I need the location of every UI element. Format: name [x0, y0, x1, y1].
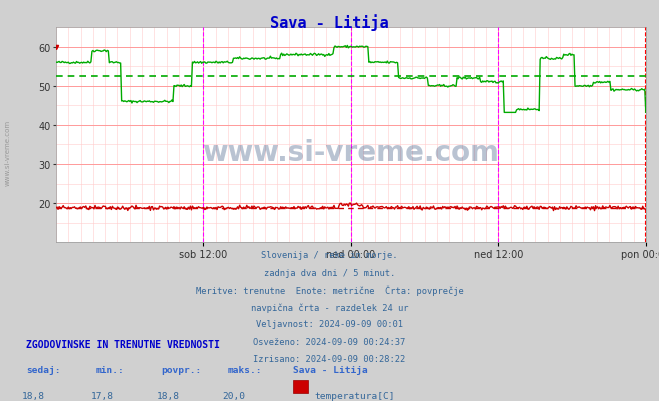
Text: Slovenija / reke in morje.: Slovenija / reke in morje. [261, 251, 398, 259]
Text: sedaj:: sedaj: [26, 365, 61, 374]
Text: povpr.:: povpr.: [161, 365, 202, 374]
Text: 18,8: 18,8 [157, 391, 179, 400]
Text: www.si-vreme.com: www.si-vreme.com [202, 138, 500, 166]
Text: temperatura[C]: temperatura[C] [314, 391, 395, 400]
Text: navpična črta - razdelek 24 ur: navpična črta - razdelek 24 ur [251, 302, 408, 312]
Text: Sava - Litija: Sava - Litija [293, 365, 368, 374]
Text: Veljavnost: 2024-09-09 00:01: Veljavnost: 2024-09-09 00:01 [256, 320, 403, 328]
Text: 20,0: 20,0 [223, 391, 245, 400]
Text: 17,8: 17,8 [91, 391, 113, 400]
Text: Meritve: trenutne  Enote: metrične  Črta: povprečje: Meritve: trenutne Enote: metrične Črta: … [196, 285, 463, 296]
Text: www.si-vreme.com: www.si-vreme.com [5, 119, 11, 185]
Text: 18,8: 18,8 [22, 391, 44, 400]
Text: Izrisano: 2024-09-09 00:28:22: Izrisano: 2024-09-09 00:28:22 [253, 354, 406, 363]
Text: Sava - Litija: Sava - Litija [270, 14, 389, 31]
Text: maks.:: maks.: [227, 365, 262, 374]
Text: min.:: min.: [96, 365, 125, 374]
Text: Osveženo: 2024-09-09 00:24:37: Osveženo: 2024-09-09 00:24:37 [253, 337, 406, 346]
Text: zadnja dva dni / 5 minut.: zadnja dva dni / 5 minut. [264, 268, 395, 277]
Text: ZGODOVINSKE IN TRENUTNE VREDNOSTI: ZGODOVINSKE IN TRENUTNE VREDNOSTI [26, 339, 220, 349]
